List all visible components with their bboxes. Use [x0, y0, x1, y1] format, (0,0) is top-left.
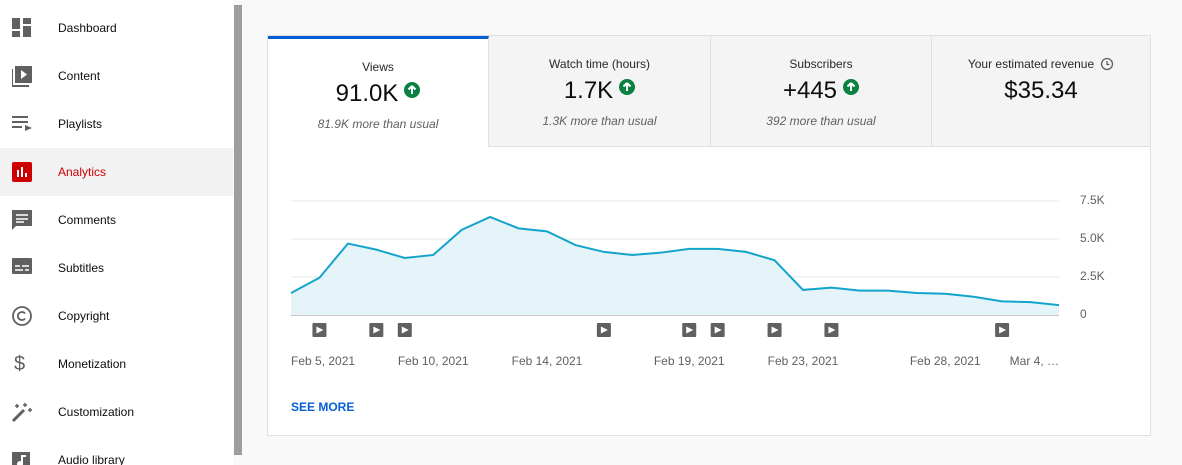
sidebar: Dashboard Content Playlists Analytics Co…	[0, 0, 233, 465]
metric-title: Subscribers	[789, 57, 853, 71]
nav-label: Customization	[58, 405, 135, 419]
nav-item[interactable]: Content	[0, 52, 233, 100]
trend-up-icon	[404, 82, 421, 98]
nav-item[interactable]: Copyright	[0, 292, 233, 340]
video-marker-icon	[401, 326, 409, 334]
metric-tab[interactable]: Views 91.0K 81.9K more than usual	[268, 36, 489, 147]
icon	[12, 403, 32, 423]
nav-item[interactable]: Comments	[0, 196, 233, 244]
nav-label: Copyright	[58, 309, 110, 323]
svg-text:$: $	[14, 354, 25, 375]
video-marker-icon	[828, 326, 836, 334]
metric-tab[interactable]: Subscribers +445 392 more than usual	[711, 36, 932, 147]
nav-label: Analytics	[58, 165, 107, 179]
metric-note: 392 more than usual	[766, 114, 876, 128]
icon	[12, 210, 32, 230]
x-tick-label: Feb 28, 2021	[910, 354, 981, 368]
icon	[12, 18, 31, 37]
analytics-card: Views 91.0K 81.9K more than usual Watch ti…	[267, 35, 1151, 436]
info-icon	[1101, 57, 1114, 71]
metric-tab[interactable]: Watch time (hours) 1.7K 1.3K more than usu…	[489, 36, 711, 147]
metric-value: +445	[782, 77, 838, 104]
trend-up-icon	[619, 79, 636, 95]
video-marker-icon	[999, 326, 1007, 334]
metric-note: 81.9K more than usual	[317, 117, 439, 131]
x-tick-label: Feb 5, 2021	[291, 354, 355, 368]
x-tick-label: Feb 19, 2021	[654, 354, 725, 368]
video-marker-icon	[600, 326, 608, 334]
metric-value: $35.34	[1004, 77, 1078, 104]
nav-label: Content	[58, 69, 101, 83]
metric-value: 1.7K	[563, 77, 614, 104]
nav-label: Dashboard	[58, 21, 117, 35]
x-tick-label: Feb 10, 2021	[398, 354, 469, 368]
icon	[12, 258, 32, 274]
y-tick-label: 0	[1080, 307, 1087, 321]
x-tick-label: Feb 14, 2021	[512, 354, 583, 368]
nav-item[interactable]: Audio library	[0, 436, 233, 465]
nav-item[interactable]: Dashboard	[0, 4, 233, 52]
icon: $	[14, 354, 25, 375]
x-tick-label: Feb 23, 2021	[768, 354, 839, 368]
nav-label: Playlists	[58, 117, 103, 131]
icon	[12, 452, 30, 465]
nav-item[interactable]: Customization	[0, 388, 233, 436]
metric-value: 91.0K	[335, 80, 399, 107]
video-marker-icon	[714, 326, 722, 334]
scrollbar[interactable]	[234, 5, 242, 455]
nav-label: Subtitles	[58, 261, 105, 275]
metric-tab[interactable]: Your estimated revenue $35.34	[932, 36, 1150, 147]
metric-title: Views	[362, 60, 394, 74]
trend-up-icon	[843, 79, 860, 95]
metric-note: 1.3K more than usual	[542, 114, 657, 128]
nav-item[interactable]: Subtitles	[0, 244, 233, 292]
nav-item[interactable]: Analytics	[0, 148, 233, 196]
y-tick-label: 7.5K	[1080, 193, 1105, 207]
see-more-link[interactable]: SEE MORE	[291, 400, 355, 414]
area	[291, 216, 1059, 315]
y-tick-label: 5.0K	[1080, 231, 1105, 245]
metric-title: Watch time (hours)	[549, 57, 650, 71]
icon	[12, 306, 32, 326]
icon	[12, 162, 32, 182]
video-marker-icon	[686, 326, 694, 334]
nav-label: Comments	[58, 213, 117, 227]
nav-item[interactable]: $ Monetization	[0, 340, 233, 388]
line	[290, 215, 1060, 307]
nav-label: Monetization	[58, 357, 127, 371]
video-marker-icon	[316, 326, 324, 334]
y-tick-label: 2.5K	[1080, 269, 1105, 283]
x-tick-label: Mar 4, …	[1010, 354, 1059, 368]
nav-label: Audio library	[58, 453, 125, 465]
video-marker-icon	[771, 326, 779, 334]
icon	[12, 116, 32, 131]
nav-item[interactable]: Playlists	[0, 100, 233, 148]
video-marker-icon	[373, 326, 381, 334]
icon	[12, 66, 32, 87]
metric-title: Your estimated revenue	[967, 57, 1095, 71]
